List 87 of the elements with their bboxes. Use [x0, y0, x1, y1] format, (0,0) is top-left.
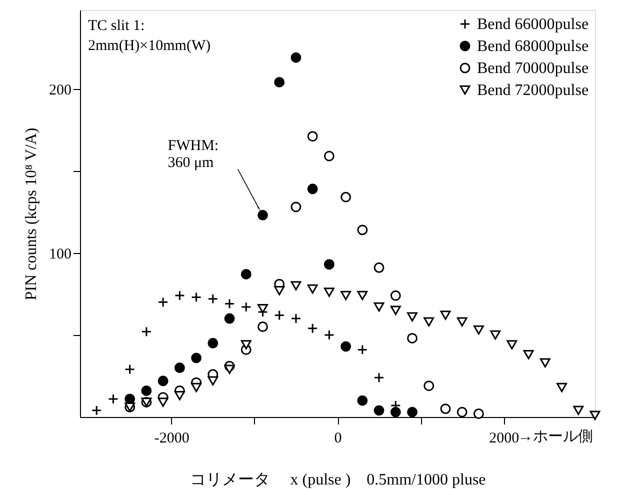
point [224, 313, 235, 324]
point [473, 408, 484, 419]
point [307, 131, 318, 142]
point [258, 210, 268, 220]
annotation: FWHM: 360 μm [168, 138, 219, 172]
point [357, 290, 368, 300]
point [324, 288, 334, 297]
legend-label: Bend 68000pulse [477, 38, 589, 55]
point [456, 317, 468, 326]
point [307, 323, 318, 334]
point [357, 344, 368, 355]
point [274, 310, 285, 320]
point [191, 382, 202, 392]
x-tick-label: -2000 [154, 430, 190, 446]
point [540, 358, 550, 368]
point [274, 286, 285, 296]
x-tick-label: 0 [334, 430, 342, 446]
point [374, 372, 384, 383]
point [374, 262, 384, 273]
point [440, 310, 451, 320]
point [324, 150, 334, 162]
point [424, 380, 434, 392]
point [573, 406, 584, 416]
point [258, 304, 268, 314]
point [158, 398, 168, 407]
point [473, 325, 484, 335]
point [590, 410, 600, 420]
x-axis-title: コリメータ x (pulse ) 0.5mm/1000 pluse [190, 472, 486, 488]
point [340, 192, 352, 202]
point [556, 382, 567, 392]
point [374, 405, 384, 416]
point [407, 312, 418, 322]
point [141, 386, 152, 396]
point [158, 376, 168, 386]
point [506, 340, 518, 350]
point [208, 338, 218, 348]
point [307, 184, 318, 194]
point [340, 341, 352, 352]
point [324, 330, 334, 340]
y-tick-label: 200 [49, 82, 72, 98]
point [191, 352, 202, 364]
point [490, 330, 501, 340]
point [407, 406, 418, 418]
point [124, 364, 136, 375]
point [456, 406, 468, 418]
legend-label: Bend 66000pulse [477, 16, 589, 33]
point [224, 364, 235, 374]
point [240, 269, 252, 280]
point [208, 294, 218, 304]
x-tick-label: 2000 [489, 430, 520, 446]
point [108, 394, 118, 404]
point [91, 405, 102, 416]
y-axis-title: PIN counts (kcps 10⁸ V/A) [23, 128, 40, 300]
text: →ホール側 [518, 429, 593, 445]
point [258, 322, 268, 332]
point [141, 326, 152, 337]
point [274, 76, 285, 88]
point [440, 404, 451, 414]
point [224, 298, 235, 309]
y-tick-label: 100 [49, 246, 72, 262]
point [208, 376, 218, 386]
point [240, 302, 252, 312]
point [424, 317, 434, 326]
annotation: TC slit 1: 2mm(H)×10mm(W) [88, 18, 211, 54]
point [290, 281, 302, 290]
point [191, 292, 202, 302]
point [290, 313, 302, 324]
point [290, 202, 302, 212]
point [390, 306, 401, 315]
point [357, 224, 368, 236]
point [290, 52, 302, 63]
point [340, 290, 352, 300]
point [523, 350, 534, 360]
point [174, 290, 185, 301]
point [174, 362, 185, 373]
point [240, 340, 252, 350]
point [374, 302, 384, 312]
point [390, 406, 401, 418]
legend-label: Bend 70000pulse [477, 60, 589, 77]
point [357, 395, 368, 406]
point [324, 259, 334, 270]
legend-label: Bend 72000pulse [477, 82, 589, 99]
point [158, 296, 168, 308]
point [307, 284, 318, 294]
point [174, 391, 185, 400]
point [407, 333, 418, 344]
point [390, 290, 401, 301]
